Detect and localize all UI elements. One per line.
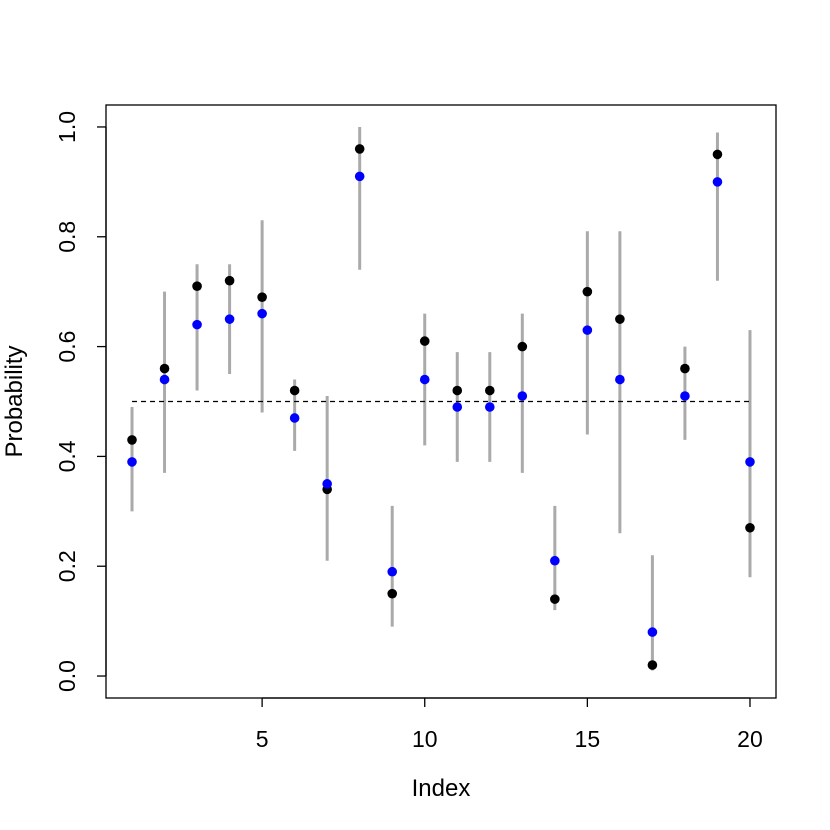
data-point <box>192 281 202 291</box>
data-point <box>680 363 690 374</box>
data-point <box>224 314 235 324</box>
x-tick-label: 5 <box>256 726 269 752</box>
data-point <box>647 660 658 670</box>
data-point <box>354 144 365 154</box>
interval-lines <box>130 126 752 671</box>
data-point <box>419 336 430 346</box>
data-point <box>550 555 560 566</box>
data-point <box>289 385 300 396</box>
data-point <box>745 457 755 467</box>
data-point <box>452 402 463 412</box>
data-point <box>615 314 625 324</box>
data-point <box>159 363 170 374</box>
data-point <box>484 385 495 396</box>
data-point <box>257 308 267 319</box>
data-point <box>289 413 300 423</box>
data-point <box>224 275 235 286</box>
data-point <box>322 479 332 489</box>
data-point <box>582 286 593 297</box>
y-axis-title: Probability <box>1 345 28 457</box>
data-points <box>127 144 755 670</box>
x-tick-label: 15 <box>575 726 601 752</box>
y-tick-label: 0.6 <box>54 331 80 363</box>
x-axis: 5 10 15 20 <box>256 697 763 752</box>
data-point <box>647 627 658 637</box>
data-point <box>127 435 137 445</box>
data-point <box>745 522 755 533</box>
data-point <box>517 341 528 352</box>
data-point <box>712 177 723 187</box>
y-tick-label: 1.0 <box>54 111 80 143</box>
data-point <box>615 374 625 385</box>
y-axis: 0.0 0.2 0.4 0.6 0.8 1.0 <box>54 111 107 692</box>
data-point <box>419 374 430 385</box>
data-point <box>582 325 593 335</box>
y-tick-label: 0.4 <box>54 440 80 472</box>
x-axis-title: Index <box>412 775 471 802</box>
data-point <box>127 457 137 467</box>
data-point <box>192 319 202 330</box>
x-tick-label: 20 <box>737 726 763 752</box>
data-point <box>387 588 398 599</box>
y-tick-label: 0.2 <box>54 550 80 582</box>
data-point <box>484 402 495 412</box>
data-point <box>354 171 365 182</box>
data-point <box>712 149 723 160</box>
data-point <box>517 391 528 401</box>
data-point <box>159 374 170 385</box>
data-point <box>257 292 267 302</box>
data-point <box>680 391 690 401</box>
data-point <box>452 385 463 396</box>
y-tick-label: 0.8 <box>54 221 80 253</box>
data-point <box>387 566 398 577</box>
y-tick-label: 0.0 <box>54 660 80 692</box>
data-point <box>550 594 560 604</box>
x-tick-label: 10 <box>412 726 438 752</box>
